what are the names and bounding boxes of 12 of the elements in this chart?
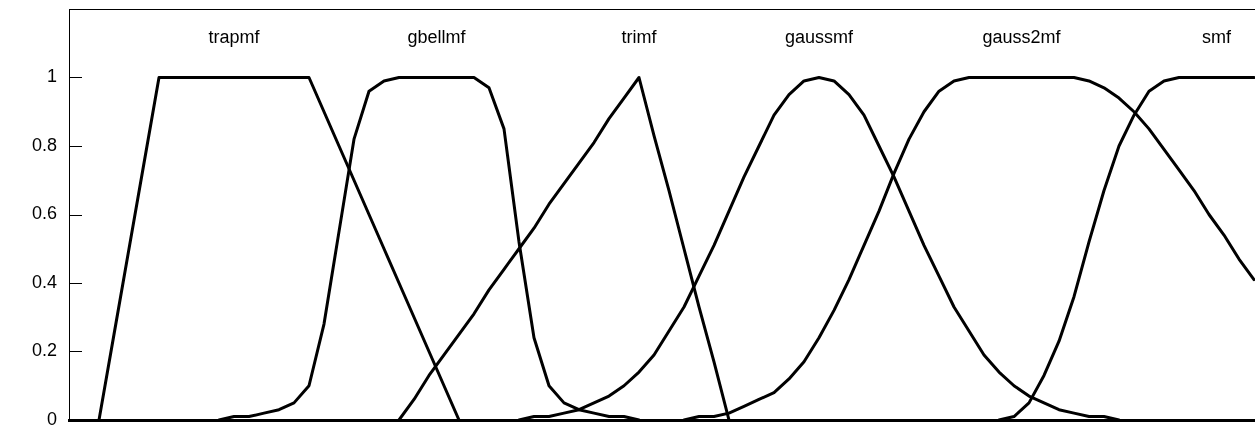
- series-label: trapmf: [208, 27, 261, 48]
- y-tick-label: 0: [46, 408, 57, 429]
- series-label: gbellmf: [407, 27, 467, 48]
- y-tick-label: 0.4: [31, 271, 57, 292]
- series-label: trimf: [621, 27, 658, 48]
- text: gaussmf: [784, 27, 855, 48]
- series-label: gauss2mf: [982, 27, 1062, 48]
- y-tick-label: 0.8: [31, 134, 57, 155]
- y-tick-label: 1: [46, 66, 57, 87]
- y-tick-label: 0.2: [31, 340, 57, 361]
- series-label: smf: [1202, 27, 1232, 48]
- y-tick-label: 0.6: [31, 203, 57, 224]
